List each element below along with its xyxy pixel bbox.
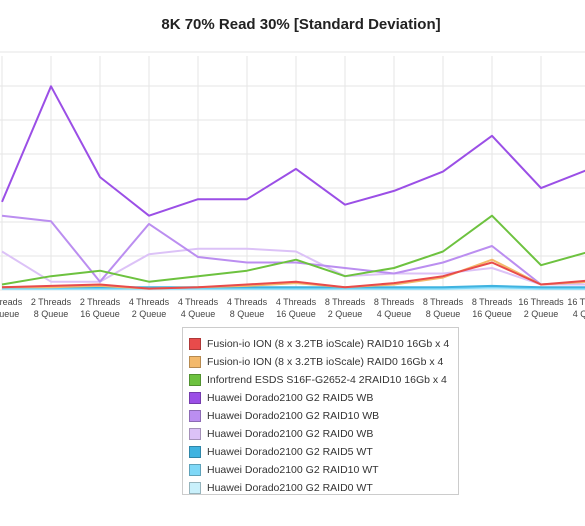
- legend-swatch: [189, 446, 201, 458]
- legend-item-4[interactable]: Huawei Dorado2100 G2 RAID10 WB: [189, 407, 458, 425]
- series-line-5: [1, 247, 585, 286]
- legend-item-7[interactable]: Huawei Dorado2100 G2 RAID10 WT: [189, 461, 458, 479]
- legend-label: Huawei Dorado2100 G2 RAID10 WB: [207, 410, 380, 422]
- legend: Fusion-io ION (8 x 3.2TB ioScale) RAID10…: [182, 327, 459, 495]
- x-tick-label: 2 Threads 8 Queue: [31, 297, 72, 319]
- x-tick-label: 4 Threads 16 Queue: [276, 297, 317, 319]
- chart-title: 8K 70% Read 30% [Standard Deviation]: [161, 16, 441, 33]
- legend-swatch: [189, 464, 201, 476]
- legend-item-8[interactable]: Huawei Dorado2100 G2 RAID0 WT: [189, 479, 458, 497]
- legend-item-6[interactable]: Huawei Dorado2100 G2 RAID5 WT: [189, 443, 458, 461]
- legend-label: Huawei Dorado2100 G2 RAID5 WB: [207, 392, 374, 404]
- x-tick-label: 16 Threads 2 Queue: [518, 297, 564, 319]
- series-line-3: [1, 85, 585, 217]
- legend-label: Infortrend ESDS S16F-G2652-4 2RAID10 16G…: [207, 374, 447, 386]
- series-line-6: [2, 284, 585, 289]
- legend-item-1[interactable]: Fusion-io ION (8 x 3.2TB ioScale) RAID0 …: [189, 353, 458, 371]
- series-line-2: [1, 214, 585, 286]
- series-line-4: [1, 214, 585, 286]
- legend-swatch: [189, 356, 201, 368]
- x-tick-label: 8 Threads 4 Queue: [374, 297, 415, 319]
- legend-item-0[interactable]: Fusion-io ION (8 x 3.2TB ioScale) RAID10…: [189, 335, 458, 353]
- legend-label: Huawei Dorado2100 G2 RAID5 WT: [207, 446, 373, 458]
- legend-item-2[interactable]: Infortrend ESDS S16F-G2652-4 2RAID10 16G…: [189, 371, 458, 389]
- legend-swatch: [189, 428, 201, 440]
- x-tick-label: 8 Threads 16 Queue: [472, 297, 513, 319]
- legend-label: Huawei Dorado2100 G2 RAID0 WB: [207, 428, 374, 440]
- x-tick-label: 4 Threads 2 Queue: [129, 297, 170, 319]
- x-tick-label: 4 Threads 4 Queue: [178, 297, 219, 319]
- x-tick-label: 8 Threads 2 Queue: [325, 297, 366, 319]
- legend-item-3[interactable]: Huawei Dorado2100 G2 RAID5 WB: [189, 389, 458, 407]
- legend-swatch: [189, 338, 201, 350]
- legend-item-5[interactable]: Huawei Dorado2100 G2 RAID0 WB: [189, 425, 458, 443]
- legend-swatch: [189, 482, 201, 494]
- series-line-1: [2, 258, 585, 290]
- series-line-0: [1, 261, 585, 290]
- x-tick-label: 8 Threads 8 Queue: [423, 297, 464, 319]
- series-lines: [1, 85, 585, 291]
- x-tick-label: 2 Threads 16 Queue: [80, 297, 121, 319]
- legend-swatch: [189, 392, 201, 404]
- legend-label: Fusion-io ION (8 x 3.2TB ioScale) RAID10…: [207, 338, 450, 350]
- series-line-7: [2, 286, 585, 290]
- x-tick-label: 4 Threads 8 Queue: [227, 297, 268, 319]
- legend-label: Huawei Dorado2100 G2 RAID0 WT: [207, 482, 373, 494]
- legend-label: Huawei Dorado2100 G2 RAID10 WT: [207, 464, 379, 476]
- legend-swatch: [189, 410, 201, 422]
- legend-label: Fusion-io ION (8 x 3.2TB ioScale) RAID0 …: [207, 356, 444, 368]
- legend-swatch: [189, 374, 201, 386]
